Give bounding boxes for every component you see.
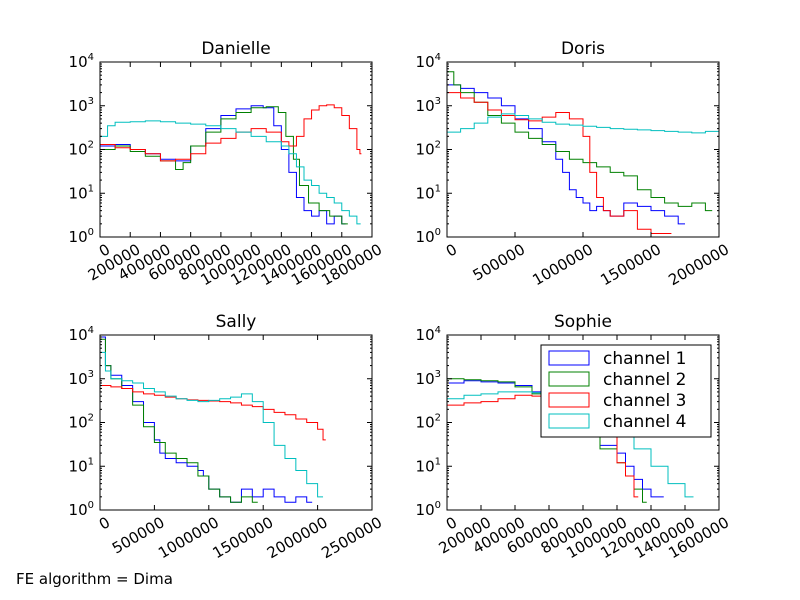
y-tick-label: 104 [416,52,441,71]
series-channel-3-line [100,385,326,441]
legend-label-channel-2: channel 2 [603,370,687,390]
y-tick-label: 103 [69,96,94,115]
x-tick-label: 2000000 [665,240,732,289]
series-channel-1-line [100,336,313,503]
y-tick-label: 104 [69,325,94,344]
y-tick-label: 104 [416,325,441,344]
y-tick-label: 100 [416,227,441,246]
x-tick-label: 1000000 [529,240,596,289]
chart-panel-sally: 1001011021031040500000100000015000002000… [69,312,386,562]
x-tick-label: 0 [96,513,113,533]
chart-panel-doris: 100 101 102 103 104 0 500000 1000000 1500000 2000… [416,39,733,289]
y-tick-label: 103 [416,96,441,115]
y-tick-label: 100 [69,500,94,519]
y-tick-label: 101 [416,183,441,202]
y-tick-label: 103 [416,369,441,388]
chart-panel-danielle: 1001011021031040200000400000600000800000… [69,39,386,289]
chart-title: Sophie [554,312,612,332]
x-tick-label: 1000000 [155,513,222,562]
series-channel-2-line [100,338,258,503]
legend-swatch-channel-4 [548,413,590,429]
y-tick-label: 101 [416,456,441,475]
series-channel-3-line [447,92,672,235]
legend-label-channel-3: channel 3 [603,391,687,411]
series-channel-4-line [100,120,361,225]
x-tick-label: 1500000 [597,240,664,289]
y-tick-label: 102 [416,413,441,432]
series-channel-1-line [447,84,685,225]
x-tick-label: 500000 [470,240,529,284]
series-channel-3-line [100,104,362,162]
x-tick-label: 2500000 [318,513,385,562]
footer-label: FE algorithm = Dima [16,570,173,588]
y-tick-label: 104 [69,52,94,71]
y-tick-label: 100 [416,500,441,519]
series-channel-2-line [100,106,348,225]
legend-label-channel-1: channel 1 [603,349,687,369]
legend-label-channel-4: channel 4 [603,412,687,432]
legend-box [540,344,712,438]
y-tick-label: 102 [69,413,94,432]
x-tick-label: 0 [443,240,460,260]
y-tick-label: 103 [69,369,94,388]
y-tick-label: 101 [69,456,94,475]
y-tick-label: 100 [69,227,94,246]
chart-title: Danielle [201,39,270,59]
legend-swatch-channel-3 [548,392,590,408]
series-channel-4-line [100,351,324,498]
legend-swatch-channel-2 [548,371,590,387]
y-tick-label: 102 [416,140,441,159]
plot-frame [446,61,720,238]
x-tick-label: 1500000 [210,513,277,562]
series-channel-4-line [447,113,719,134]
y-tick-label: 102 [69,140,94,159]
series-channel-1-line [100,105,346,225]
plot-frame [99,334,373,511]
y-tick-label: 101 [69,183,94,202]
legend-swatch-channel-1 [548,350,590,366]
chart-title: Doris [561,39,605,59]
chart-panel-sophie: 1001011021031040200000400000600000800000… [416,312,733,562]
chart-title: Sally [216,312,257,332]
x-tick-label: 2000000 [264,513,331,562]
